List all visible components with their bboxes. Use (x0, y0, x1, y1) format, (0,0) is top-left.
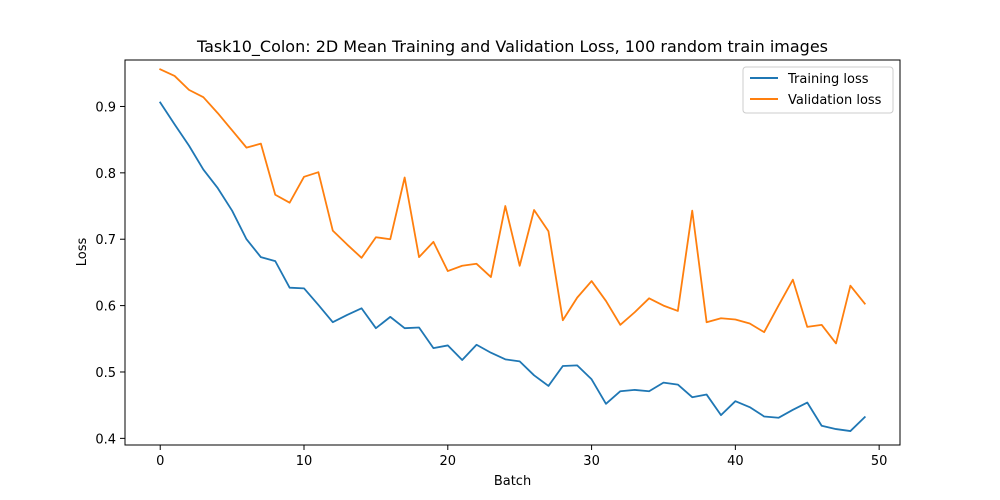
legend-label-training: Training loss (787, 72, 869, 87)
y-axis: 0.4 0.5 0.6 0.7 0.8 0.9 (95, 100, 125, 447)
y-axis-title: Loss (75, 238, 90, 267)
y-tick-label: 0.6 (95, 300, 116, 315)
legend-box (742, 66, 894, 114)
x-axis-title: Batch (494, 474, 531, 489)
plot-area (158, 68, 867, 432)
x-tick-label: 20 (440, 454, 457, 469)
legend-label-validation: Validation loss (788, 93, 882, 108)
x-tick-label: 50 (871, 454, 888, 469)
y-tick-label: 0.7 (95, 233, 116, 248)
y-tick-label: 0.4 (95, 432, 116, 447)
chart-title: Task10_Colon: 2D Mean Training and Valid… (196, 37, 828, 57)
y-tick-label: 0.8 (95, 167, 116, 182)
axes-frame (124, 59, 901, 446)
x-tick-label: 10 (296, 454, 313, 469)
x-tick-label: 30 (583, 454, 600, 469)
x-tick-label: 40 (727, 454, 744, 469)
series-line-training-loss (158, 101, 867, 432)
x-tick-label: 0 (156, 454, 164, 469)
series-line-validation-loss (159, 68, 867, 345)
legend: Training loss Validation loss (742, 66, 894, 114)
y-tick-label: 0.5 (95, 366, 116, 381)
y-tick-label: 0.9 (95, 100, 116, 115)
x-axis: 0 10 20 30 40 50 (156, 445, 887, 469)
